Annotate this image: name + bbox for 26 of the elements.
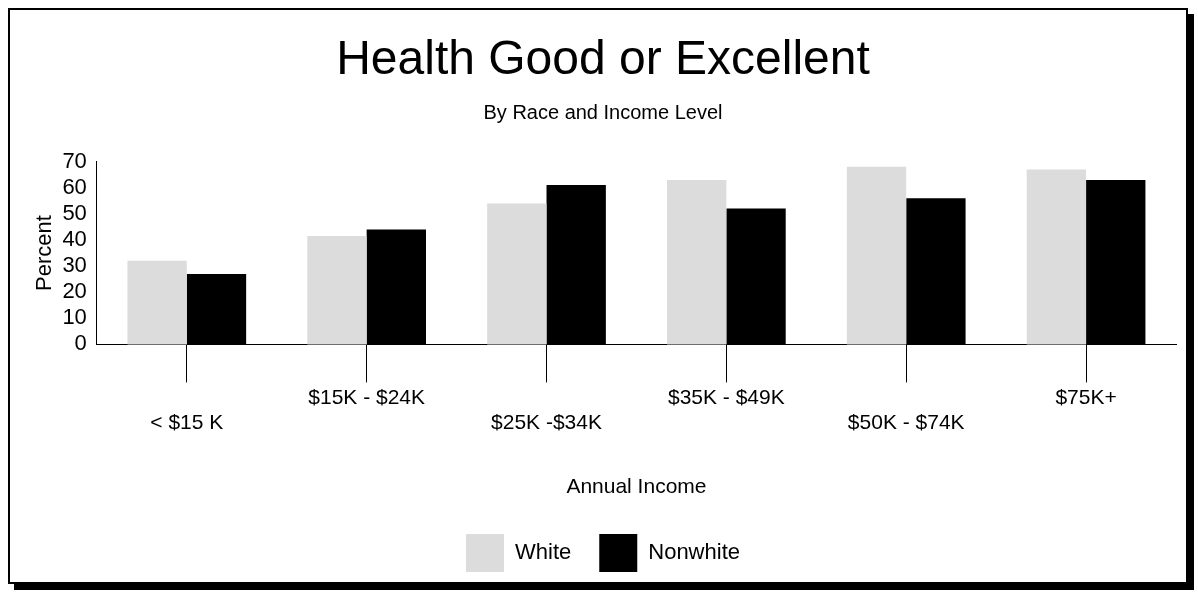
bar [667,179,727,345]
bar [307,236,367,345]
bar [846,166,907,345]
y-tick-label: 70 [62,147,87,173]
bar [1026,169,1087,345]
legend-label: White [515,539,572,565]
x-tick-label: $15K - $24K [308,384,426,408]
y-tick-label: 20 [62,278,87,304]
x-tick-label: < $15 K [150,410,224,433]
bar [127,260,187,345]
y-tick-label: 60 [62,173,87,199]
x-tick-label: $50K - $74K [847,410,965,433]
x-tick-label: $25K -$34K [491,410,602,433]
chart-title: Health Good or Excellent [336,31,870,85]
y-tick-label: 10 [62,304,87,330]
x-tick-label: $75K+ [1055,384,1117,408]
y-tick-label: 40 [62,226,87,252]
y-axis-title: Percent [31,215,57,291]
legend-label: Nonwhite [648,539,740,565]
x-axis-title: Annual Income [566,474,707,498]
y-tick-label: 30 [62,252,87,278]
chart-subtitle: By Race and Income Level [483,101,723,124]
x-tick-label: $35K - $49K [667,384,785,408]
bar [487,203,547,345]
y-tick-label: 0 [74,330,87,356]
y-tick-label: 50 [62,199,87,225]
